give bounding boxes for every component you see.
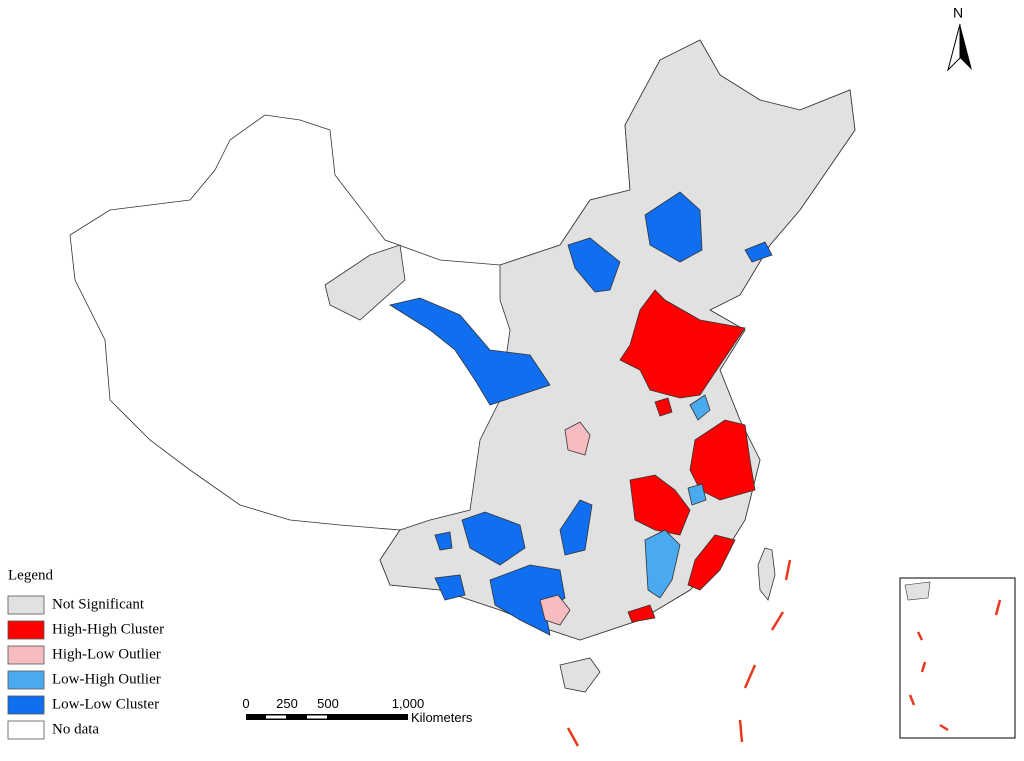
legend-title: Legend bbox=[8, 567, 53, 583]
legend-label: Low-High Outlier bbox=[52, 671, 161, 687]
region-high-low bbox=[564, 421, 591, 456]
region-high-high bbox=[627, 604, 656, 623]
scale-unit: Kilometers bbox=[411, 710, 473, 725]
scale-label: 500 bbox=[317, 696, 339, 711]
legend-label: High-High Cluster bbox=[52, 621, 164, 637]
legend-swatch bbox=[7, 645, 45, 665]
region-high-high bbox=[689, 419, 756, 501]
region-taiwan bbox=[757, 547, 776, 601]
north-arrow bbox=[960, 24, 972, 70]
region-not-significant bbox=[324, 244, 406, 321]
region-low-high bbox=[687, 483, 707, 506]
region-hainan bbox=[559, 657, 601, 693]
scale-bar bbox=[246, 714, 408, 720]
region-low-low bbox=[434, 531, 453, 551]
legend-label: Not Significant bbox=[52, 596, 145, 612]
north-label: N bbox=[953, 5, 963, 21]
region-low-low bbox=[434, 574, 466, 601]
inset-frame bbox=[899, 577, 1016, 739]
region-low-low bbox=[388, 297, 551, 406]
scale-label: 0 bbox=[242, 696, 249, 711]
north-arrow bbox=[947, 23, 961, 72]
legend-swatch bbox=[7, 670, 45, 690]
boundary-dashes bbox=[566, 559, 792, 747]
region-low-low bbox=[644, 191, 703, 263]
region-low-low bbox=[567, 237, 621, 293]
legend-label: High-Low Outlier bbox=[52, 646, 161, 662]
scale-label: 1,000 bbox=[392, 696, 425, 711]
region-low-low bbox=[461, 511, 526, 566]
legend-swatch bbox=[7, 595, 45, 615]
region-low-low bbox=[559, 499, 593, 556]
region-low-high bbox=[689, 394, 711, 421]
region-low-high bbox=[644, 529, 681, 599]
region-high-high bbox=[619, 289, 746, 399]
region-low-low bbox=[744, 241, 773, 263]
legend-swatch bbox=[7, 720, 45, 740]
region-high-high bbox=[687, 534, 736, 591]
legend-label: Low-Low Cluster bbox=[52, 696, 159, 712]
legend: Not Significant High-High Cluster High-Low… bbox=[7, 595, 164, 740]
region-high-high bbox=[654, 397, 673, 417]
scale-label: 250 bbox=[276, 696, 298, 711]
region-high-low bbox=[539, 594, 571, 626]
region-high-high bbox=[629, 474, 691, 536]
legend-label: No data bbox=[52, 721, 99, 737]
legend-swatch bbox=[7, 695, 45, 715]
inset-dashes bbox=[904, 581, 1002, 732]
legend-swatch bbox=[7, 620, 45, 640]
